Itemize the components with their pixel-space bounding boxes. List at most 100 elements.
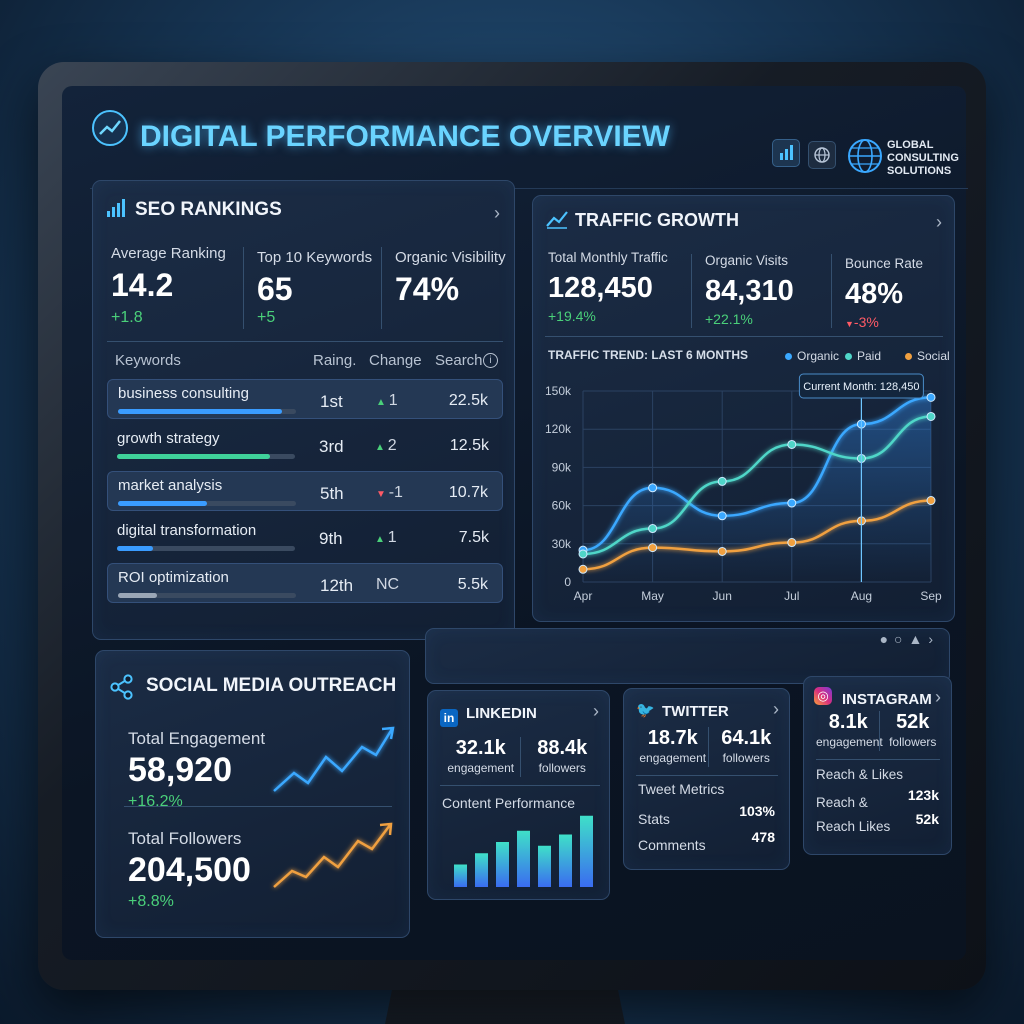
data-point: [717, 476, 727, 486]
share-icon: [110, 674, 133, 700]
data-point: [787, 439, 797, 449]
metric-change: +8.8%: [128, 893, 174, 910]
data-point: [578, 549, 588, 559]
chart-button[interactable]: [772, 139, 800, 167]
chevron[interactable]: ›: [936, 212, 942, 232]
stat-value: 88.4k: [537, 737, 588, 759]
progress-bar: [117, 454, 271, 459]
metric-label: Total Engagement: [128, 729, 266, 748]
progress-track: [117, 546, 295, 551]
legend-item: Organic: [785, 349, 839, 363]
globe-button[interactable]: [808, 141, 836, 169]
y-tick-label: 30k: [552, 537, 572, 551]
chevron[interactable]: ›: [773, 699, 779, 719]
brand-icon: ◎: [814, 687, 832, 705]
stat-label: engagement: [816, 735, 883, 749]
keyword-row: business consulting 1st 1 22.5k: [107, 379, 503, 419]
icon-bar: [122, 199, 125, 217]
x-tick-label: Jul: [784, 589, 799, 603]
change: NC: [376, 576, 400, 593]
progress-bar: [118, 593, 158, 598]
kpi-value: 14.2: [111, 267, 174, 303]
divider: [124, 806, 392, 807]
x-tick-label: Sep: [920, 589, 942, 603]
kpi-value: 48%: [845, 278, 904, 310]
kpi-change: +1.8: [111, 309, 143, 326]
legend-item: Paid: [845, 349, 881, 363]
kpi-change: -3%: [845, 314, 879, 330]
search-volume: 10.7k: [448, 484, 488, 501]
row-value: 478: [751, 829, 775, 845]
metric-label: Total Followers: [128, 829, 242, 848]
bar: [580, 815, 593, 887]
legend-label: Paid: [857, 349, 882, 363]
info-icon[interactable]: i: [483, 353, 498, 368]
toolbar-icons[interactable]: ●○▲›: [879, 631, 939, 647]
bar: [538, 845, 551, 887]
brand-icon: in: [440, 709, 458, 727]
progress-track: [117, 454, 295, 459]
y-tick-label: 150k: [545, 384, 572, 398]
data-point: [787, 538, 797, 548]
icon-line: [546, 211, 568, 227]
row-value: 52k: [915, 811, 939, 827]
sparkline-arrow: [381, 726, 395, 740]
globe-icon: [814, 147, 830, 163]
progress-bar: [117, 546, 153, 551]
kpi-label: Average Ranking: [111, 245, 226, 262]
legend-item: Social: [905, 349, 950, 363]
data-point: [926, 411, 936, 421]
bar: [454, 864, 467, 887]
chevron[interactable]: ›: [494, 203, 500, 223]
series-line: [582, 499, 932, 571]
chevron[interactable]: ›: [593, 701, 599, 721]
stat-label: followers: [538, 761, 586, 775]
y-tick-label: 90k: [552, 460, 572, 474]
page-title: DIGITAL PERFORMANCE OVERVIEW: [140, 120, 671, 153]
data-point: [926, 496, 936, 506]
data-point: [648, 543, 658, 553]
divider: [816, 759, 940, 760]
divider: [545, 336, 943, 337]
stat-divider: [707, 727, 709, 767]
section-title: Reach & Likes: [816, 767, 904, 782]
social-toolbar: ●○▲›: [425, 628, 950, 684]
chart-title: TRAFFIC TREND: LAST 6 MONTHS: [548, 348, 748, 362]
panel-title: TRAFFIC GROWTH: [575, 210, 739, 230]
rank: 12th: [320, 576, 354, 595]
divider: [440, 785, 600, 786]
progress-bar: [118, 501, 207, 506]
change: 1: [375, 529, 397, 547]
data-point: [717, 511, 727, 521]
row-value: 103%: [739, 803, 775, 819]
company-line: CONSULTING: [887, 152, 959, 164]
data-point: [648, 524, 658, 534]
data-point: [717, 546, 727, 556]
rank: 1st: [320, 392, 343, 411]
x-tick-label: Jun: [713, 589, 732, 603]
keyword: business consulting: [118, 385, 249, 402]
share-dot: [123, 674, 133, 684]
search-volume: 12.5k: [449, 437, 489, 454]
kpi-value: 128,450: [548, 272, 653, 304]
divider: [636, 775, 778, 776]
kpi-divider: [381, 247, 382, 329]
y-tick-label: 60k: [552, 499, 572, 513]
icon-bar: [107, 211, 110, 217]
sparkline: [273, 728, 394, 792]
company-logo: [848, 139, 882, 173]
progress-track: [118, 409, 296, 414]
stat-value: 32.1k: [455, 737, 506, 759]
chevron[interactable]: ›: [935, 687, 941, 707]
kpi-divider: [243, 247, 244, 329]
data-point: [648, 483, 658, 493]
kpi-label: Organic Visits: [705, 253, 789, 268]
kpi-value: 65: [257, 271, 293, 307]
stat-value: 52k: [896, 711, 930, 733]
progress-bar: [118, 409, 282, 414]
keyword-row: ROI optimization 12th NC 5.5k: [107, 563, 503, 603]
keyword: market analysis: [118, 477, 223, 494]
keyword-row: growth strategy 3rd 2 12.5k: [107, 425, 503, 465]
annotation: Current Month: 128,450: [803, 381, 919, 393]
kpi-label: Organic Visibility: [395, 249, 506, 266]
